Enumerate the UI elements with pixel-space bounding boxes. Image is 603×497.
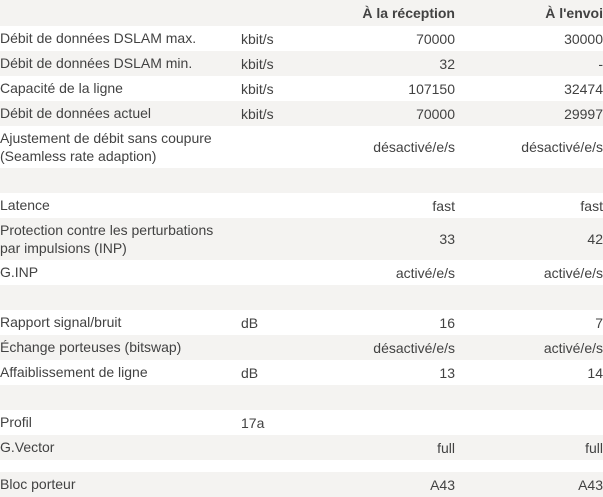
row-unit-cell: dB bbox=[241, 364, 259, 381]
table-row: Profil 17a bbox=[0, 410, 603, 435]
spacer-row bbox=[0, 460, 603, 472]
row-envoi-cell bbox=[455, 285, 603, 310]
table-row: Capacité de la ligne kbit/s 107150 32474 bbox=[0, 76, 603, 101]
table-row: G.Vector full full bbox=[0, 435, 603, 460]
spacer-row bbox=[0, 385, 603, 410]
row-unit-cell: kbit/s bbox=[241, 105, 274, 122]
row-label-cell: Ajustement de débit sans coupure (Seamle… bbox=[0, 129, 212, 164]
table-row: Échange porteuses (bitswap) désactivé/e/s… bbox=[0, 335, 603, 360]
row-unit-cell bbox=[241, 126, 321, 168]
row-reception-cell: activé/e/s bbox=[395, 264, 455, 281]
row-unit-cell bbox=[241, 335, 321, 360]
row-label-cell: Débit de données DSLAM max. bbox=[0, 30, 197, 47]
row-unit-cell bbox=[241, 460, 321, 472]
row-label-cell: Affaiblissement de ligne bbox=[0, 364, 148, 381]
row-reception-cell: 32 bbox=[439, 55, 455, 72]
row-envoi-cell: activé/e/s bbox=[543, 339, 603, 356]
row-label-cell bbox=[0, 168, 241, 193]
row-envoi-cell: - bbox=[598, 55, 603, 72]
row-unit-cell bbox=[241, 385, 321, 410]
row-unit-cell bbox=[241, 168, 321, 193]
table-row: Débit de données DSLAM max. kbit/s 70000 30… bbox=[0, 26, 603, 51]
row-reception-cell: 70000 bbox=[416, 30, 455, 47]
table-row: Rapport signal/bruit dB 16 7 bbox=[0, 310, 603, 335]
header-reception-cell: À la réception bbox=[362, 5, 455, 21]
row-envoi-cell bbox=[455, 410, 603, 435]
row-unit-cell: kbit/s bbox=[241, 80, 274, 97]
table-row: Bloc porteur A43 A43 bbox=[0, 472, 603, 497]
table-row: G.INP activé/e/s activé/e/s bbox=[0, 260, 603, 285]
row-label-cell: Protection contre les perturbations par … bbox=[0, 221, 214, 256]
row-envoi-cell: full bbox=[585, 439, 603, 456]
row-reception-cell: 13 bbox=[439, 364, 455, 381]
row-label-cell: Débit de données actuel bbox=[0, 105, 151, 122]
row-unit-cell: 17a bbox=[241, 414, 265, 431]
row-label-cell bbox=[0, 385, 241, 410]
row-label-cell: Latence bbox=[0, 197, 50, 214]
header-label-cell bbox=[0, 0, 241, 26]
row-reception-cell: A43 bbox=[430, 476, 455, 493]
table-row: Débit de données actuel kbit/s 70000 29997 bbox=[0, 101, 603, 126]
row-reception-cell: désactivé/e/s bbox=[373, 139, 455, 155]
row-unit-cell bbox=[241, 260, 321, 285]
row-reception-cell: désactivé/e/s bbox=[373, 339, 455, 356]
row-reception-cell bbox=[321, 285, 455, 310]
row-reception-cell: 33 bbox=[439, 231, 455, 247]
table-row: Protection contre les perturbations par … bbox=[0, 218, 603, 260]
table-row: Latence fast fast bbox=[0, 193, 603, 218]
row-reception-cell bbox=[321, 460, 455, 472]
row-envoi-cell: 30000 bbox=[564, 30, 603, 47]
dsl-table-header: À la réception À l'envoi bbox=[0, 0, 603, 26]
row-unit-cell bbox=[241, 472, 321, 497]
row-envoi-cell: 14 bbox=[587, 364, 603, 381]
header-unit-cell bbox=[241, 0, 321, 26]
row-envoi-cell: 32474 bbox=[564, 80, 603, 97]
row-unit-cell bbox=[241, 285, 321, 310]
row-reception-cell: 16 bbox=[439, 314, 455, 331]
row-envoi-cell bbox=[455, 385, 603, 410]
row-reception-cell bbox=[321, 168, 455, 193]
header-envoi-cell: À l'envoi bbox=[545, 5, 603, 21]
row-label-cell: G.INP bbox=[0, 264, 39, 281]
row-envoi-cell bbox=[455, 168, 603, 193]
row-label-cell bbox=[0, 285, 241, 310]
row-reception-cell bbox=[321, 410, 455, 435]
row-envoi-cell: activé/e/s bbox=[543, 264, 603, 281]
header-row: À la réception À l'envoi bbox=[0, 0, 603, 26]
row-envoi-cell: 29997 bbox=[564, 105, 603, 122]
row-unit-cell bbox=[241, 435, 321, 460]
row-envoi-cell bbox=[455, 460, 603, 472]
spacer-row bbox=[0, 168, 603, 193]
row-envoi-cell: fast bbox=[580, 197, 603, 214]
table-row: Ajustement de débit sans coupure (Seamle… bbox=[0, 126, 603, 168]
row-unit-cell bbox=[241, 193, 321, 218]
table-row: Affaiblissement de ligne dB 13 14 bbox=[0, 360, 603, 385]
row-envoi-cell: 7 bbox=[595, 314, 603, 331]
row-envoi-cell: désactivé/e/s bbox=[521, 139, 603, 155]
row-envoi-cell: 42 bbox=[587, 231, 603, 247]
row-reception-cell: full bbox=[437, 439, 455, 456]
row-unit-cell: kbit/s bbox=[241, 30, 274, 47]
row-unit-cell: dB bbox=[241, 314, 259, 331]
row-label-cell: Rapport signal/bruit bbox=[0, 314, 122, 331]
row-label-cell: Bloc porteur bbox=[0, 476, 76, 493]
row-label-cell: Profil bbox=[0, 414, 32, 431]
row-reception-cell: fast bbox=[432, 197, 455, 214]
row-reception-cell: 70000 bbox=[416, 105, 455, 122]
row-reception-cell: 107150 bbox=[408, 80, 455, 97]
row-label-cell: G.Vector bbox=[0, 439, 55, 456]
row-label-cell: Échange porteuses (bitswap) bbox=[0, 339, 182, 356]
row-label-cell: Débit de données DSLAM min. bbox=[0, 55, 193, 72]
row-label-cell bbox=[0, 460, 241, 472]
table-row: Débit de données DSLAM min. kbit/s 32 - bbox=[0, 51, 603, 76]
row-reception-cell bbox=[321, 385, 455, 410]
row-label-cell: Capacité de la ligne bbox=[0, 80, 123, 97]
spacer-row bbox=[0, 285, 603, 310]
row-envoi-cell: A43 bbox=[578, 476, 603, 493]
row-unit-cell: kbit/s bbox=[241, 55, 274, 72]
dsl-table-body: Débit de données DSLAM max. kbit/s 70000 30… bbox=[0, 26, 603, 497]
row-unit-cell bbox=[241, 218, 321, 260]
